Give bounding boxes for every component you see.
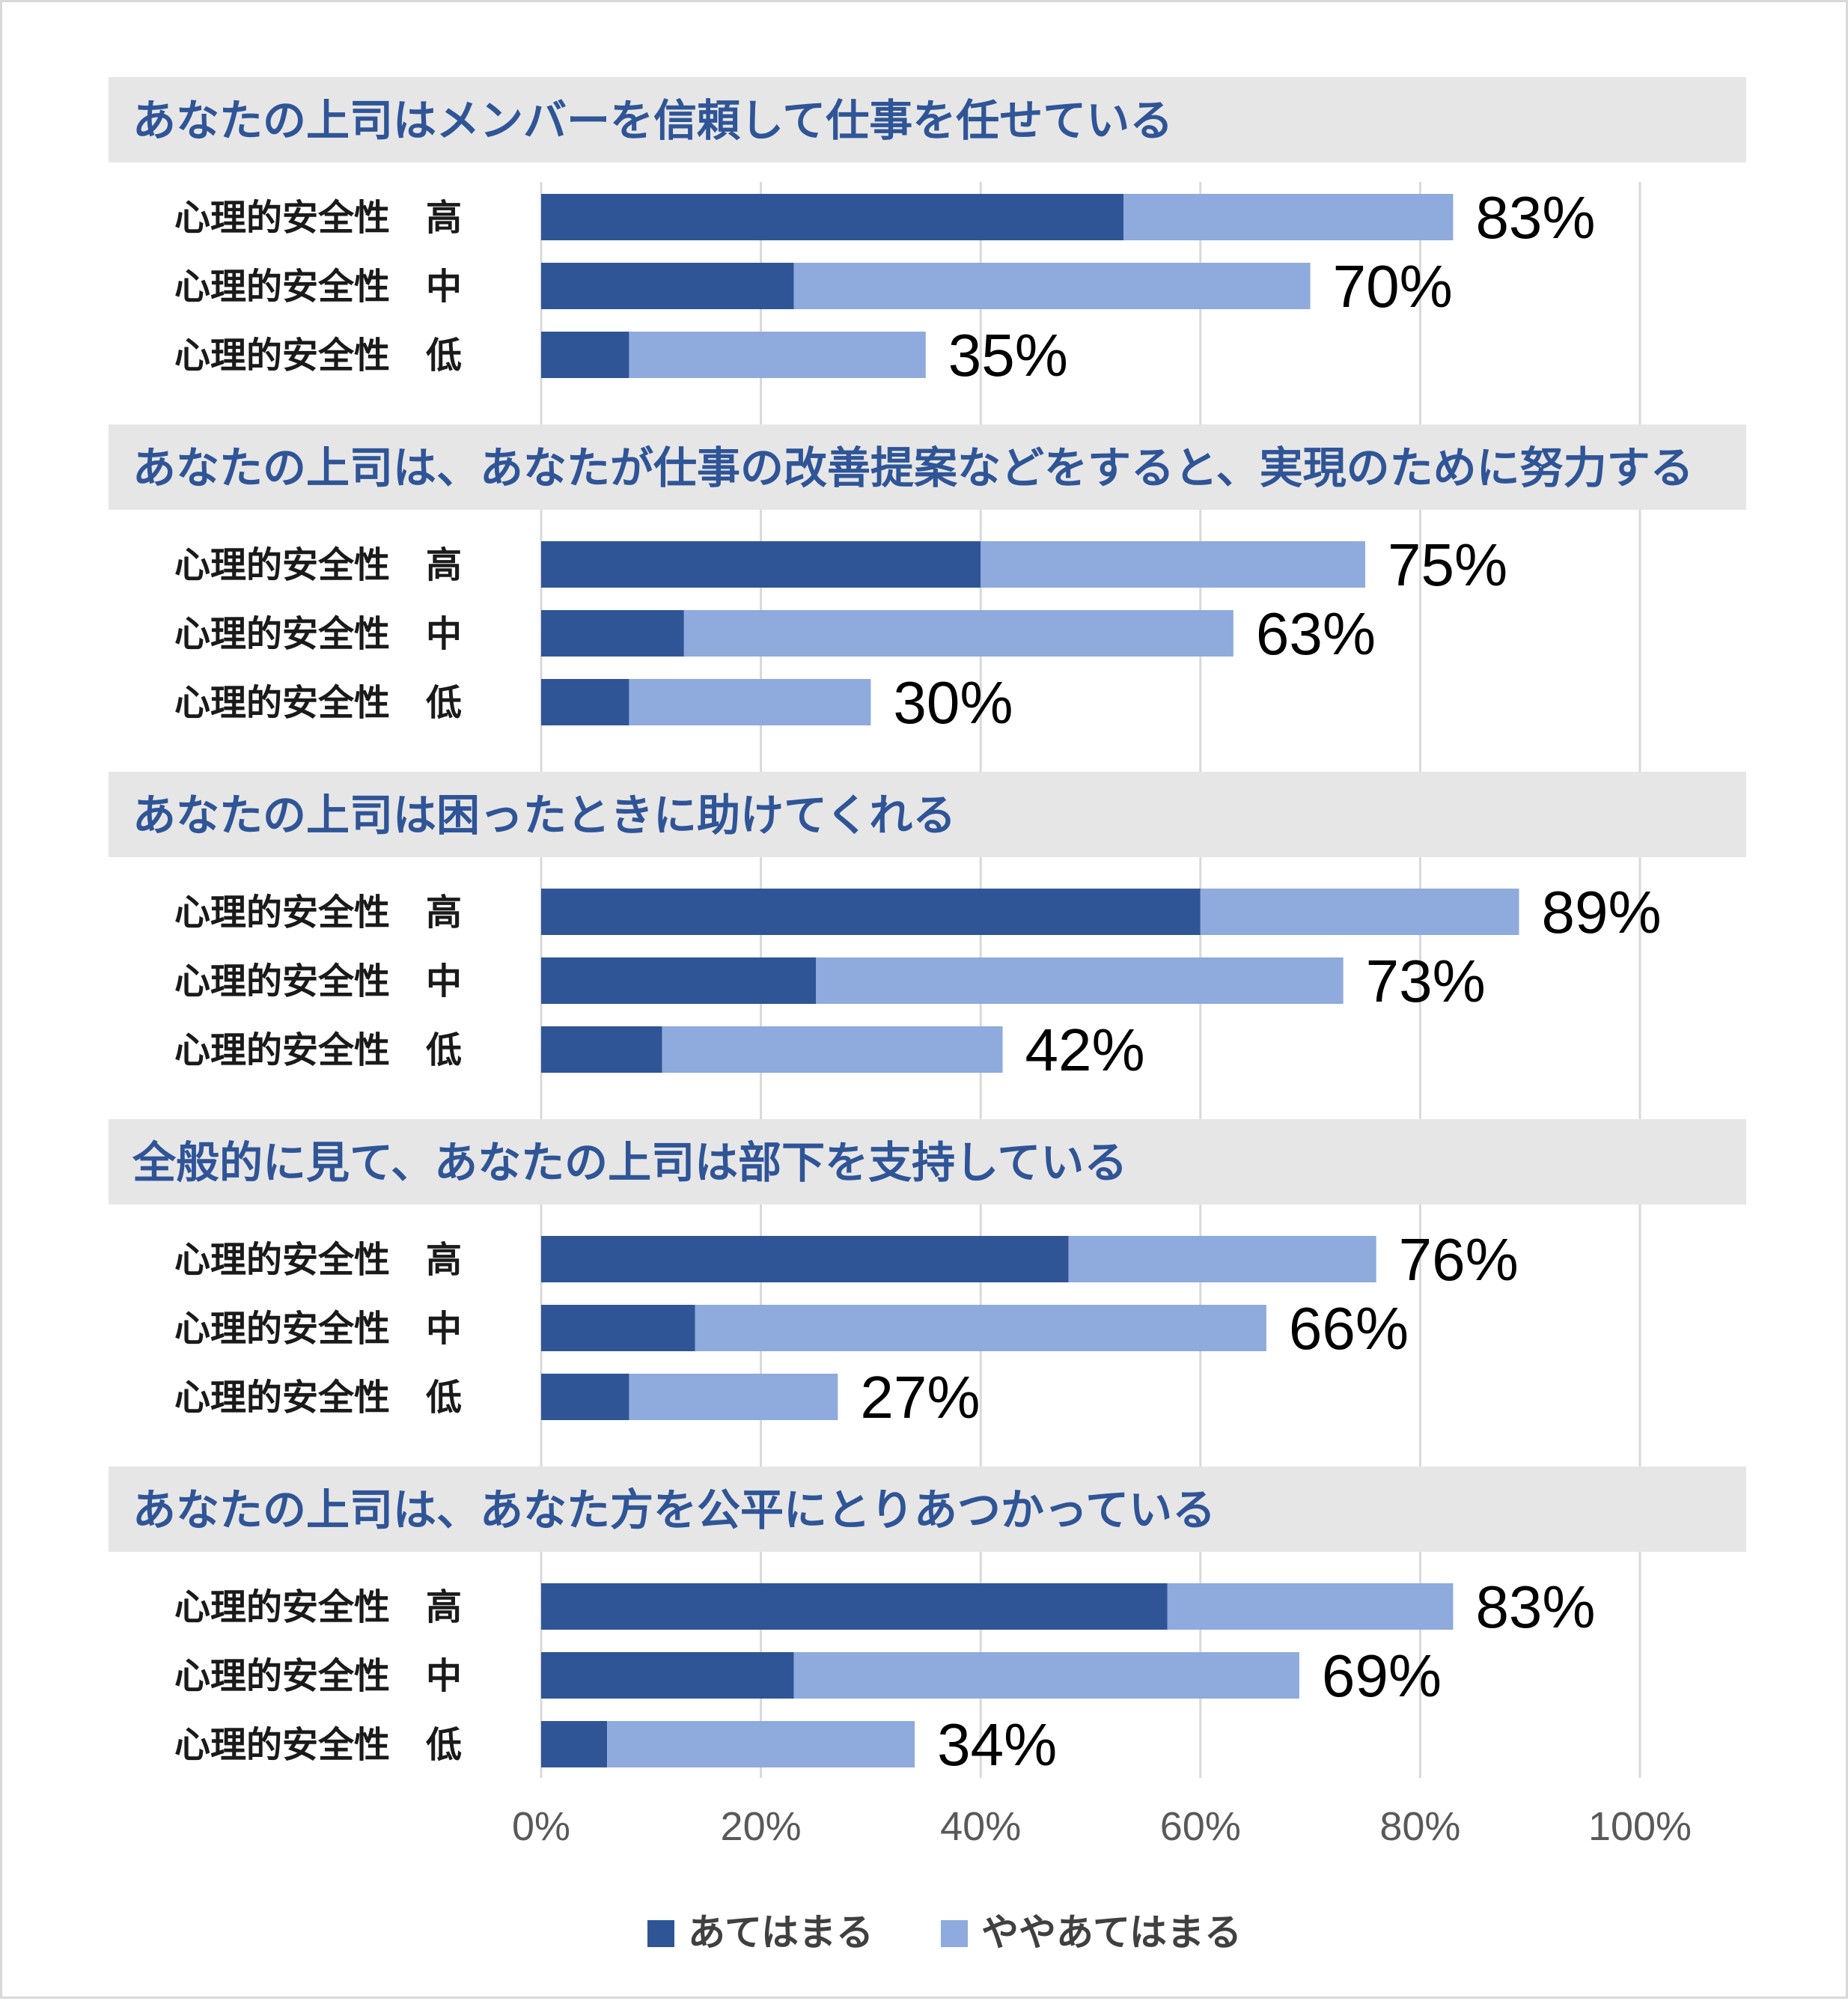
bar-segment-somewhat [662, 1026, 1003, 1073]
question-title: 全般的に見て、あなたの上司は部下を支持している [132, 1137, 1127, 1188]
bar-segment-strong [541, 610, 684, 657]
x-tick-label: 60% [1160, 1804, 1241, 1849]
bar-segment-strong [541, 1374, 629, 1420]
question-header-band [109, 1467, 1746, 1552]
row-label: 心理的安全性 低 [174, 1029, 462, 1071]
bar-segment-strong [541, 541, 981, 588]
bar-segment-somewhat [1123, 194, 1454, 240]
total-label: 30% [893, 669, 1013, 736]
bar-segment-somewhat [607, 1721, 915, 1767]
bar-segment-strong [541, 263, 794, 309]
total-label: 75% [1388, 532, 1507, 598]
total-label: 63% [1256, 600, 1376, 667]
total-label: 83% [1475, 1574, 1595, 1640]
row-label: 心理的安全性 中 [174, 960, 462, 1002]
bar-segment-somewhat [629, 332, 926, 378]
row-label: 心理的安全性 高 [174, 197, 462, 239]
question-title: あなたの上司は困ったときに助けてくれる [132, 790, 956, 841]
x-axis: 0% 20% 40% 60% 80% 100% [512, 1804, 1692, 1849]
row-label: 心理的安全性 高 [174, 1586, 462, 1628]
x-tick-label: 20% [721, 1804, 802, 1849]
question-header-band [109, 424, 1746, 510]
total-label: 66% [1289, 1295, 1409, 1362]
row-label: 心理的安全性 低 [174, 682, 462, 724]
total-label: 69% [1322, 1642, 1442, 1709]
bar-segment-somewhat [695, 1305, 1266, 1351]
row-label: 心理的安全性 低 [174, 1724, 462, 1766]
bar-segment-strong [541, 1236, 1069, 1282]
question-group: あなたの上司は、あなたが仕事の改善提案などをすると、実現のために努力する心理的安… [109, 424, 1746, 736]
row-label: 心理的安全性 高 [174, 1239, 462, 1281]
row-label: 心理的安全性 低 [174, 1377, 462, 1419]
row-label: 心理的安全性 高 [174, 892, 462, 934]
total-label: 89% [1542, 879, 1662, 945]
total-label: 27% [860, 1364, 980, 1431]
row-label: 心理的安全性 低 [174, 335, 462, 377]
bar-segment-strong [541, 1026, 662, 1073]
total-label: 83% [1475, 184, 1595, 251]
bar-segment-strong [541, 194, 1124, 240]
bar-segment-somewhat [629, 679, 871, 725]
bar-segment-somewhat [793, 1652, 1299, 1699]
row-label: 心理的安全性 中 [174, 613, 462, 655]
bar-segment-strong [541, 889, 1201, 935]
x-tick-label: 100% [1588, 1804, 1692, 1849]
x-tick-label: 40% [940, 1804, 1021, 1849]
legend-label: あてはまる [688, 1911, 873, 1955]
bar-segment-somewhat [981, 541, 1365, 588]
question-header-band [109, 1119, 1746, 1204]
total-label: 70% [1333, 253, 1453, 320]
bar-segment-strong [541, 1721, 608, 1767]
bar-segment-strong [541, 1583, 1168, 1630]
question-header-band [109, 77, 1746, 162]
legend-swatch [647, 1920, 674, 1947]
total-label: 35% [948, 322, 1068, 389]
bar-segment-somewhat [1068, 1236, 1376, 1282]
total-label: 76% [1399, 1226, 1519, 1293]
bar-segment-somewhat [1200, 889, 1519, 935]
bar-segment-strong [541, 957, 816, 1004]
x-tick-label: 80% [1379, 1804, 1460, 1849]
bar-segment-strong [541, 679, 629, 725]
question-title: あなたの上司は、あなた方を公平にとりあつかっている [132, 1484, 1216, 1535]
total-label: 42% [1025, 1017, 1145, 1083]
bar-segment-somewhat [1167, 1583, 1454, 1630]
question-title: あなたの上司は、あなたが仕事の改善提案などをすると、実現のために努力する [132, 442, 1694, 493]
bar-segment-strong [541, 1652, 794, 1699]
bar-segment-somewhat [816, 957, 1344, 1004]
bar-segment-strong [541, 332, 629, 378]
question-header-band [109, 772, 1746, 857]
question-title: あなたの上司はメンバーを信頼して仕事を任せている [132, 95, 1173, 146]
row-label: 心理的安全性 中 [174, 1655, 462, 1697]
legend-label: ややあてはまる [981, 1911, 1242, 1955]
legend: あてはまる ややあてはまる [647, 1911, 1242, 1955]
legend-swatch [941, 1920, 968, 1947]
bar-segment-somewhat [683, 610, 1233, 657]
total-label: 73% [1366, 948, 1486, 1014]
row-label: 心理的安全性 中 [174, 266, 462, 308]
x-tick-label: 0% [512, 1804, 570, 1849]
bar-segment-somewhat [793, 263, 1311, 309]
row-label: 心理的安全性 中 [174, 1308, 462, 1350]
row-label: 心理的安全性 高 [174, 544, 462, 586]
total-label: 34% [937, 1711, 1057, 1778]
bar-segment-strong [541, 1305, 695, 1351]
bar-segment-somewhat [629, 1374, 838, 1420]
